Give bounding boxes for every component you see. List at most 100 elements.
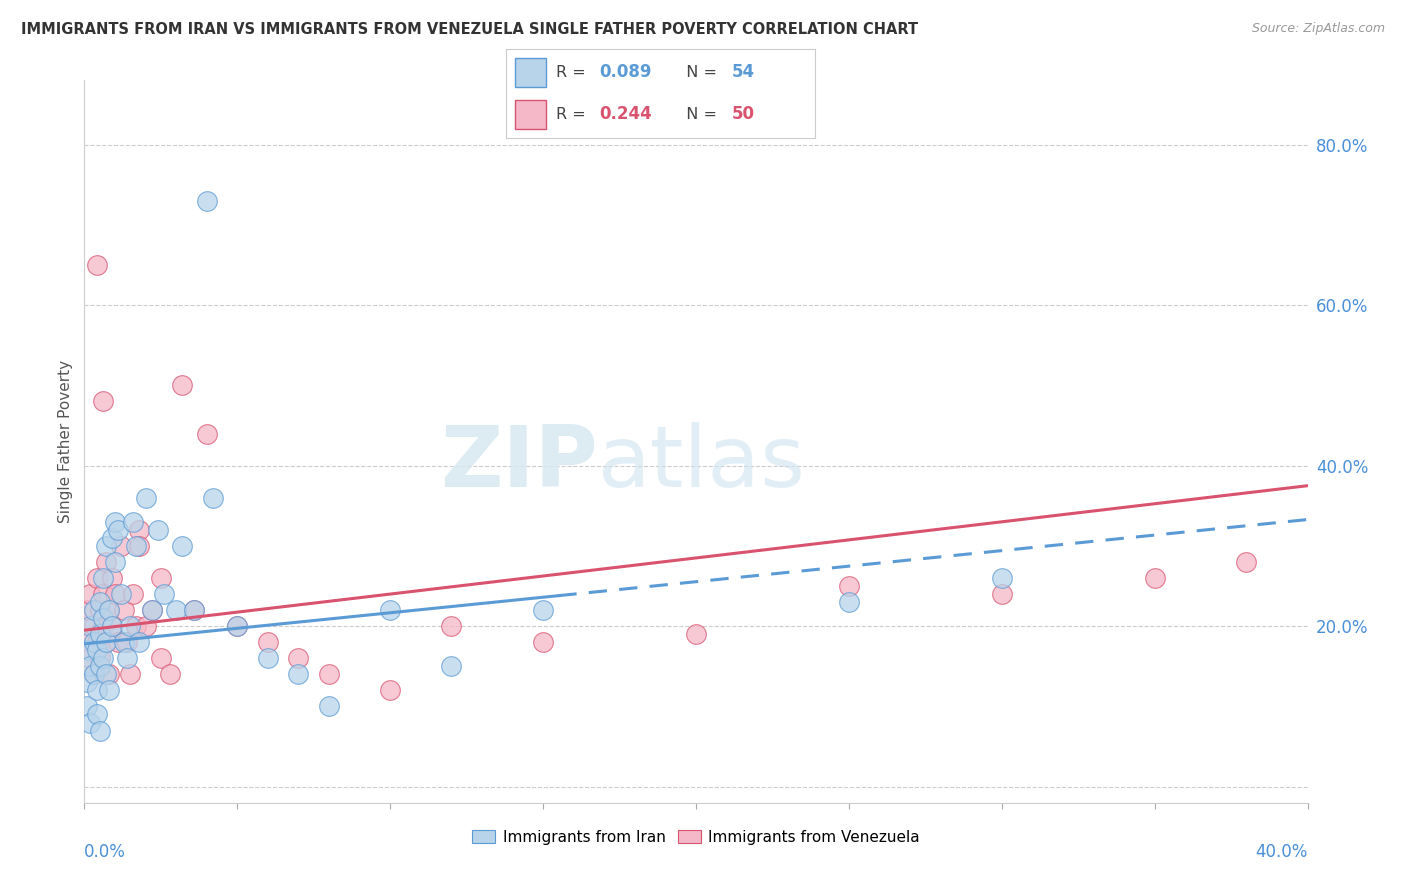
Point bbox=[172, 378, 194, 392]
Point bbox=[153, 587, 176, 601]
Point bbox=[101, 571, 124, 585]
Point bbox=[76, 675, 98, 690]
Point bbox=[201, 491, 224, 505]
Point bbox=[94, 667, 117, 681]
Point bbox=[104, 555, 127, 569]
Point bbox=[115, 651, 138, 665]
Point bbox=[79, 651, 101, 665]
Point bbox=[120, 619, 142, 633]
Point bbox=[195, 194, 218, 208]
Point bbox=[107, 635, 129, 649]
Point bbox=[226, 619, 249, 633]
Point bbox=[76, 635, 98, 649]
Point bbox=[91, 587, 114, 601]
Point bbox=[531, 635, 554, 649]
Point bbox=[141, 603, 163, 617]
Point bbox=[91, 619, 114, 633]
Point bbox=[91, 611, 114, 625]
Point bbox=[89, 651, 111, 665]
Point bbox=[89, 595, 111, 609]
Point bbox=[149, 651, 172, 665]
Point bbox=[97, 603, 120, 617]
Point bbox=[94, 555, 117, 569]
FancyBboxPatch shape bbox=[516, 100, 547, 129]
Point bbox=[128, 539, 150, 553]
Point bbox=[257, 651, 280, 665]
Point bbox=[380, 683, 402, 698]
Point bbox=[83, 635, 105, 649]
Point bbox=[83, 667, 105, 681]
Point bbox=[79, 715, 101, 730]
Point bbox=[86, 683, 108, 698]
Point bbox=[112, 603, 135, 617]
Point bbox=[110, 587, 132, 601]
Point bbox=[183, 603, 205, 617]
Point bbox=[94, 635, 117, 649]
Point bbox=[440, 659, 463, 673]
FancyBboxPatch shape bbox=[516, 58, 547, 87]
Point bbox=[226, 619, 249, 633]
Point bbox=[94, 635, 117, 649]
Point bbox=[97, 667, 120, 681]
Point bbox=[195, 426, 218, 441]
Legend: Immigrants from Iran, Immigrants from Venezuela: Immigrants from Iran, Immigrants from Ve… bbox=[467, 825, 925, 849]
Point bbox=[101, 619, 124, 633]
Y-axis label: Single Father Poverty: Single Father Poverty bbox=[58, 360, 73, 523]
Point bbox=[135, 491, 157, 505]
Text: 50: 50 bbox=[733, 105, 755, 123]
Point bbox=[146, 523, 169, 537]
Point bbox=[440, 619, 463, 633]
Point bbox=[83, 619, 105, 633]
Point bbox=[89, 659, 111, 673]
Point bbox=[91, 651, 114, 665]
Point bbox=[125, 619, 148, 633]
Point bbox=[76, 603, 98, 617]
Point bbox=[257, 635, 280, 649]
Text: 0.0%: 0.0% bbox=[84, 843, 127, 861]
Point bbox=[125, 539, 148, 553]
Point bbox=[89, 603, 111, 617]
Point bbox=[128, 523, 150, 537]
Point bbox=[86, 643, 108, 657]
Point bbox=[1236, 555, 1258, 569]
Point bbox=[101, 531, 124, 545]
Point bbox=[76, 699, 98, 714]
Point bbox=[318, 667, 340, 681]
Point bbox=[120, 667, 142, 681]
Point bbox=[1143, 571, 1166, 585]
Text: Source: ZipAtlas.com: Source: ZipAtlas.com bbox=[1251, 22, 1385, 36]
Point bbox=[380, 603, 402, 617]
Point bbox=[838, 579, 860, 593]
Point bbox=[79, 587, 101, 601]
Point bbox=[991, 587, 1014, 601]
Point bbox=[89, 627, 111, 641]
Point bbox=[107, 523, 129, 537]
Point bbox=[183, 603, 205, 617]
Point bbox=[104, 515, 127, 529]
Point bbox=[149, 571, 172, 585]
Text: N =: N = bbox=[676, 107, 723, 121]
Text: N =: N = bbox=[676, 65, 723, 79]
Point bbox=[86, 571, 108, 585]
Point bbox=[83, 667, 105, 681]
Point bbox=[83, 603, 105, 617]
Point bbox=[531, 603, 554, 617]
Text: R =: R = bbox=[555, 65, 591, 79]
Point bbox=[135, 619, 157, 633]
Point bbox=[86, 258, 108, 272]
Point bbox=[122, 515, 145, 529]
Point bbox=[110, 539, 132, 553]
Point bbox=[94, 539, 117, 553]
Point bbox=[287, 651, 309, 665]
Text: 0.244: 0.244 bbox=[599, 105, 652, 123]
Point bbox=[128, 635, 150, 649]
Text: 40.0%: 40.0% bbox=[1256, 843, 1308, 861]
Point bbox=[165, 603, 187, 617]
Point bbox=[101, 619, 124, 633]
Point bbox=[172, 539, 194, 553]
Point bbox=[97, 603, 120, 617]
Point bbox=[79, 659, 101, 673]
Point bbox=[91, 394, 114, 409]
Point bbox=[159, 667, 181, 681]
Point bbox=[86, 707, 108, 722]
